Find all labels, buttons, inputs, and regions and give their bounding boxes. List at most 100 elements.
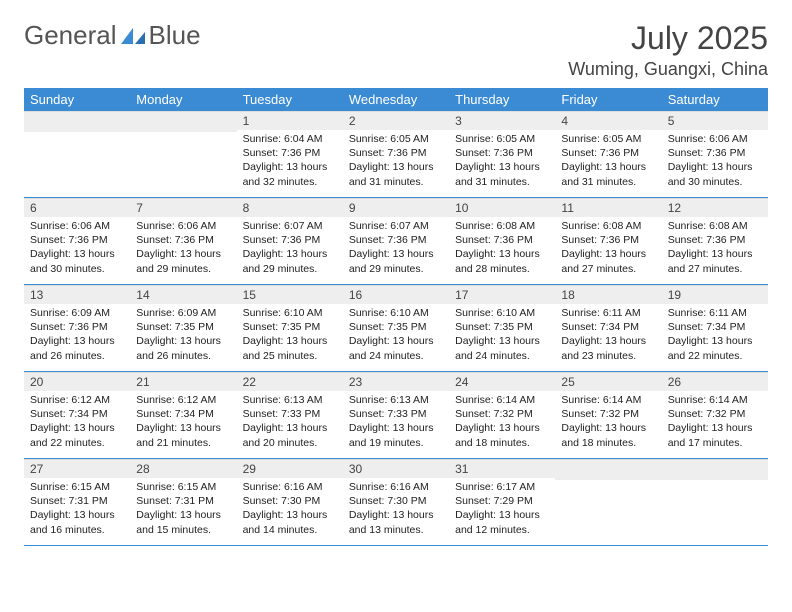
calendar-day-cell [130,111,236,198]
sail-icon [119,26,147,46]
day-content: Sunrise: 6:08 AMSunset: 7:36 PMDaylight:… [449,217,555,280]
day-content: Sunrise: 6:10 AMSunset: 7:35 PMDaylight:… [449,304,555,367]
day-number [555,459,661,480]
day-number [24,111,130,132]
day-number: 21 [130,372,236,391]
brand-logo: General Blue [24,20,201,51]
day-number: 6 [24,198,130,217]
day-content: Sunrise: 6:13 AMSunset: 7:33 PMDaylight:… [343,391,449,454]
calendar-day-cell: 18Sunrise: 6:11 AMSunset: 7:34 PMDayligh… [555,285,661,372]
day-number: 7 [130,198,236,217]
weekday-header: Tuesday [237,88,343,111]
day-content: Sunrise: 6:05 AMSunset: 7:36 PMDaylight:… [449,130,555,193]
day-content: Sunrise: 6:14 AMSunset: 7:32 PMDaylight:… [449,391,555,454]
day-number: 2 [343,111,449,130]
day-content: Sunrise: 6:06 AMSunset: 7:36 PMDaylight:… [130,217,236,280]
day-content: Sunrise: 6:15 AMSunset: 7:31 PMDaylight:… [24,478,130,541]
calendar-day-cell: 30Sunrise: 6:16 AMSunset: 7:30 PMDayligh… [343,459,449,546]
day-number: 26 [662,372,768,391]
day-content: Sunrise: 6:09 AMSunset: 7:35 PMDaylight:… [130,304,236,367]
calendar-day-cell: 11Sunrise: 6:08 AMSunset: 7:36 PMDayligh… [555,198,661,285]
calendar-week-row: 27Sunrise: 6:15 AMSunset: 7:31 PMDayligh… [24,459,768,546]
day-number: 17 [449,285,555,304]
location-text: Wuming, Guangxi, China [568,59,768,80]
brand-word1: General [24,20,117,51]
title-block: July 2025 Wuming, Guangxi, China [568,20,768,80]
calendar-week-row: 1Sunrise: 6:04 AMSunset: 7:36 PMDaylight… [24,111,768,198]
calendar-day-cell: 23Sunrise: 6:13 AMSunset: 7:33 PMDayligh… [343,372,449,459]
calendar-table: Sunday Monday Tuesday Wednesday Thursday… [24,88,768,546]
calendar-day-cell [555,459,661,546]
day-number: 10 [449,198,555,217]
calendar-day-cell: 26Sunrise: 6:14 AMSunset: 7:32 PMDayligh… [662,372,768,459]
day-number: 9 [343,198,449,217]
weekday-header: Friday [555,88,661,111]
calendar-day-cell [24,111,130,198]
day-number: 29 [237,459,343,478]
day-number: 8 [237,198,343,217]
calendar-day-cell: 22Sunrise: 6:13 AMSunset: 7:33 PMDayligh… [237,372,343,459]
day-content: Sunrise: 6:16 AMSunset: 7:30 PMDaylight:… [343,478,449,541]
day-number: 22 [237,372,343,391]
day-number: 27 [24,459,130,478]
day-content: Sunrise: 6:15 AMSunset: 7:31 PMDaylight:… [130,478,236,541]
day-number: 25 [555,372,661,391]
calendar-day-cell: 28Sunrise: 6:15 AMSunset: 7:31 PMDayligh… [130,459,236,546]
day-content: Sunrise: 6:06 AMSunset: 7:36 PMDaylight:… [662,130,768,193]
day-number: 1 [237,111,343,130]
day-content: Sunrise: 6:11 AMSunset: 7:34 PMDaylight:… [555,304,661,367]
page-header: General Blue July 2025 Wuming, Guangxi, … [24,20,768,80]
day-number: 31 [449,459,555,478]
calendar-day-cell: 13Sunrise: 6:09 AMSunset: 7:36 PMDayligh… [24,285,130,372]
calendar-week-row: 13Sunrise: 6:09 AMSunset: 7:36 PMDayligh… [24,285,768,372]
weekday-header-row: Sunday Monday Tuesday Wednesday Thursday… [24,88,768,111]
calendar-day-cell: 16Sunrise: 6:10 AMSunset: 7:35 PMDayligh… [343,285,449,372]
calendar-day-cell: 31Sunrise: 6:17 AMSunset: 7:29 PMDayligh… [449,459,555,546]
day-number: 16 [343,285,449,304]
calendar-week-row: 6Sunrise: 6:06 AMSunset: 7:36 PMDaylight… [24,198,768,285]
day-content: Sunrise: 6:09 AMSunset: 7:36 PMDaylight:… [24,304,130,367]
day-number: 23 [343,372,449,391]
day-number: 24 [449,372,555,391]
day-number: 5 [662,111,768,130]
day-number: 15 [237,285,343,304]
calendar-day-cell: 29Sunrise: 6:16 AMSunset: 7:30 PMDayligh… [237,459,343,546]
calendar-day-cell: 4Sunrise: 6:05 AMSunset: 7:36 PMDaylight… [555,111,661,198]
day-content: Sunrise: 6:10 AMSunset: 7:35 PMDaylight:… [237,304,343,367]
calendar-week-row: 20Sunrise: 6:12 AMSunset: 7:34 PMDayligh… [24,372,768,459]
calendar-day-cell: 21Sunrise: 6:12 AMSunset: 7:34 PMDayligh… [130,372,236,459]
day-number: 20 [24,372,130,391]
day-number: 12 [662,198,768,217]
calendar-day-cell: 15Sunrise: 6:10 AMSunset: 7:35 PMDayligh… [237,285,343,372]
day-content: Sunrise: 6:12 AMSunset: 7:34 PMDaylight:… [24,391,130,454]
day-content: Sunrise: 6:07 AMSunset: 7:36 PMDaylight:… [237,217,343,280]
weekday-header: Saturday [662,88,768,111]
day-number: 19 [662,285,768,304]
day-number [130,111,236,132]
day-content: Sunrise: 6:07 AMSunset: 7:36 PMDaylight:… [343,217,449,280]
day-content: Sunrise: 6:06 AMSunset: 7:36 PMDaylight:… [24,217,130,280]
day-content: Sunrise: 6:10 AMSunset: 7:35 PMDaylight:… [343,304,449,367]
day-content: Sunrise: 6:12 AMSunset: 7:34 PMDaylight:… [130,391,236,454]
calendar-day-cell: 12Sunrise: 6:08 AMSunset: 7:36 PMDayligh… [662,198,768,285]
calendar-day-cell: 25Sunrise: 6:14 AMSunset: 7:32 PMDayligh… [555,372,661,459]
calendar-day-cell: 20Sunrise: 6:12 AMSunset: 7:34 PMDayligh… [24,372,130,459]
day-number: 11 [555,198,661,217]
calendar-day-cell: 24Sunrise: 6:14 AMSunset: 7:32 PMDayligh… [449,372,555,459]
day-number [662,459,768,480]
day-content: Sunrise: 6:14 AMSunset: 7:32 PMDaylight:… [662,391,768,454]
calendar-day-cell [662,459,768,546]
weekday-header: Monday [130,88,236,111]
weekday-header: Wednesday [343,88,449,111]
weekday-header: Sunday [24,88,130,111]
day-content: Sunrise: 6:04 AMSunset: 7:36 PMDaylight:… [237,130,343,193]
day-content: Sunrise: 6:14 AMSunset: 7:32 PMDaylight:… [555,391,661,454]
calendar-day-cell: 6Sunrise: 6:06 AMSunset: 7:36 PMDaylight… [24,198,130,285]
calendar-day-cell: 27Sunrise: 6:15 AMSunset: 7:31 PMDayligh… [24,459,130,546]
day-number: 28 [130,459,236,478]
day-content: Sunrise: 6:05 AMSunset: 7:36 PMDaylight:… [555,130,661,193]
day-number: 13 [24,285,130,304]
calendar-day-cell: 17Sunrise: 6:10 AMSunset: 7:35 PMDayligh… [449,285,555,372]
day-content: Sunrise: 6:11 AMSunset: 7:34 PMDaylight:… [662,304,768,367]
calendar-day-cell: 14Sunrise: 6:09 AMSunset: 7:35 PMDayligh… [130,285,236,372]
